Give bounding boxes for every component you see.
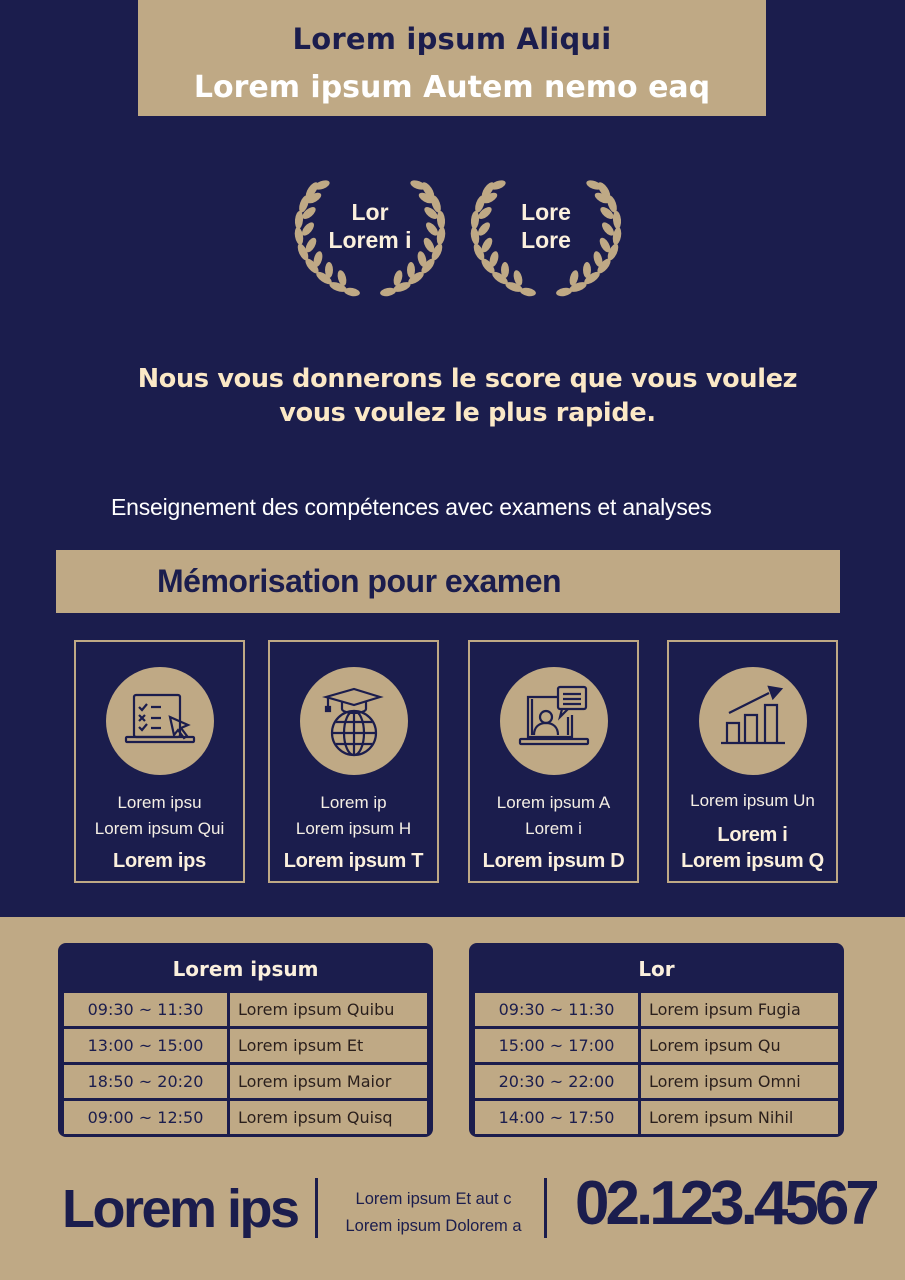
subheadline: Enseignement des compétences avec examen… <box>111 494 712 520</box>
table-row: 13:00 ~ 15:00 Lorem ipsum Et <box>64 1029 427 1062</box>
time-cell: 18:50 ~ 20:20 <box>64 1065 227 1098</box>
table-row: 09:30 ~ 11:30 Lorem ipsum Fugia <box>475 993 838 1026</box>
icon-circle <box>499 667 608 775</box>
online-tutor-icon <box>518 685 589 746</box>
growth-chart-icon <box>720 685 785 745</box>
schedule-grid: 09:30 ~ 11:30 Lorem ipsum Quibu 13:00 ~ 1… <box>61 990 430 1137</box>
feature-card-4: Lorem ipsum Un Lorem i Lorem ipsum Q <box>667 640 838 883</box>
schedule-title: Lorem ipsum <box>172 957 319 981</box>
headline-line-1: Nous vous donnerons le score que vous vo… <box>137 364 798 394</box>
icon-circle <box>105 667 214 775</box>
graduation-globe-icon <box>321 687 384 757</box>
desc-cell: Lorem ipsum Et <box>230 1029 427 1062</box>
laurel-wreath-icon <box>294 178 447 298</box>
card-text: Lorem ipsu <box>117 793 202 812</box>
title-line-2: Lorem ipsum Autem nemo eaq <box>193 70 711 105</box>
table-row: 09:00 ~ 12:50 Lorem ipsum Quisq <box>64 1101 427 1134</box>
footer-brand: Lorem ips <box>62 1179 300 1239</box>
award-badge-2: Lore Lore <box>466 160 626 305</box>
footer-info-line: Lorem ipsum Dolorem a <box>345 1217 522 1235</box>
award-badge-1: Lor Lorem i <box>290 160 450 305</box>
title-line-1: Lorem ipsum Aliqui <box>292 22 612 56</box>
phone-number[interactable]: 02.123.4567 <box>575 1169 880 1238</box>
section-title: Mémorisation pour examen <box>157 563 562 599</box>
table-row: 15:00 ~ 17:00 Lorem ipsum Qu <box>475 1029 838 1062</box>
schedule-title: Lor <box>638 957 675 981</box>
desc-cell: Lorem ipsum Quisq <box>230 1101 427 1134</box>
card-title: Lorem i <box>717 824 788 846</box>
desc-cell: Lorem ipsum Nihil <box>641 1101 838 1134</box>
feature-card-2: Lorem ip Lorem ipsum H Lorem ipsum T <box>268 640 439 883</box>
footer-info-line: Lorem ipsum Et aut c <box>355 1190 512 1208</box>
card-text: Lorem ipsum H <box>295 819 412 838</box>
footer-divider <box>544 1178 547 1238</box>
award-line: Lore <box>521 199 571 225</box>
time-cell: 20:30 ~ 22:00 <box>475 1065 638 1098</box>
footer-info: Lorem ipsum Et aut c Lorem ipsum Dolorem… <box>336 1186 531 1240</box>
headline: Nous vous donnerons le score que vous vo… <box>40 362 895 430</box>
card-text: Lorem i <box>525 819 582 838</box>
schedule-table-2: Lor 09:30 ~ 11:30 Lorem ipsum Fugia 15:00… <box>469 943 844 1137</box>
feature-card-3: Lorem ipsum A Lorem i Lorem ipsum D <box>468 640 639 883</box>
icon-circle <box>299 667 408 775</box>
table-row: 18:50 ~ 20:20 Lorem ipsum Maior <box>64 1065 427 1098</box>
award-line: Lorem i <box>328 227 412 253</box>
award-line: Lore <box>521 227 571 253</box>
card-title: Lorem ipsum T <box>283 850 424 872</box>
desc-cell: Lorem ipsum Qu <box>641 1029 838 1062</box>
table-row: 20:30 ~ 22:00 Lorem ipsum Omni <box>475 1065 838 1098</box>
card-text: Lorem ipsum Un <box>690 791 815 810</box>
title-banner: Lorem ipsum Aliqui Lorem ipsum Autem nem… <box>138 0 766 116</box>
section-banner: Mémorisation pour examen <box>56 550 840 613</box>
table-row: 14:00 ~ 17:50 Lorem ipsum Nihil <box>475 1101 838 1134</box>
card-title: Lorem ipsum D <box>482 850 625 872</box>
desc-cell: Lorem ipsum Omni <box>641 1065 838 1098</box>
table-row: 09:30 ~ 11:30 Lorem ipsum Quibu <box>64 993 427 1026</box>
time-cell: 09:00 ~ 12:50 <box>64 1101 227 1134</box>
card-title: Lorem ipsum Q <box>681 850 824 872</box>
laptop-checklist-icon <box>124 693 195 744</box>
card-text: Lorem ipsum Qui <box>94 819 225 838</box>
time-cell: 09:30 ~ 11:30 <box>64 993 227 1026</box>
footer-divider <box>315 1178 318 1238</box>
icon-circle <box>698 667 807 775</box>
time-cell: 15:00 ~ 17:00 <box>475 1029 638 1062</box>
time-cell: 13:00 ~ 15:00 <box>64 1029 227 1062</box>
headline-line-2: vous voulez le plus rapide. <box>279 398 656 428</box>
award-text-1: Lor Lorem i <box>290 198 450 254</box>
card-text: Lorem ip <box>320 793 387 812</box>
schedule-table-1: Lorem ipsum 09:30 ~ 11:30 Lorem ipsum Qui… <box>58 943 433 1137</box>
award-text-2: Lore Lore <box>466 198 626 254</box>
schedule-grid: 09:30 ~ 11:30 Lorem ipsum Fugia 15:00 ~ 1… <box>472 990 841 1137</box>
time-cell: 09:30 ~ 11:30 <box>475 993 638 1026</box>
card-text: Lorem ipsum A <box>496 793 611 812</box>
desc-cell: Lorem ipsum Quibu <box>230 993 427 1026</box>
desc-cell: Lorem ipsum Maior <box>230 1065 427 1098</box>
desc-cell: Lorem ipsum Fugia <box>641 993 838 1026</box>
card-title: Lorem ips <box>113 850 206 872</box>
feature-card-1: Lorem ipsu Lorem ipsum Qui Lorem ips <box>74 640 245 883</box>
award-line: Lor <box>351 199 389 225</box>
time-cell: 14:00 ~ 17:50 <box>475 1101 638 1134</box>
